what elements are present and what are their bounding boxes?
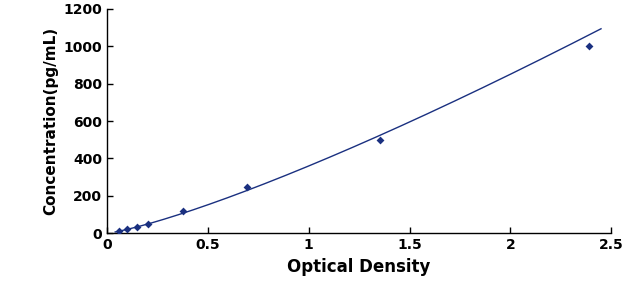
Point <box>143 222 153 226</box>
Point <box>113 229 123 234</box>
Point <box>122 227 132 232</box>
Point <box>375 138 386 142</box>
Point <box>242 184 252 189</box>
Y-axis label: Concentration(pg/mL): Concentration(pg/mL) <box>43 27 58 215</box>
Point <box>584 44 594 49</box>
Point <box>178 208 188 213</box>
X-axis label: Optical Density: Optical Density <box>287 258 431 276</box>
Point <box>132 225 142 230</box>
